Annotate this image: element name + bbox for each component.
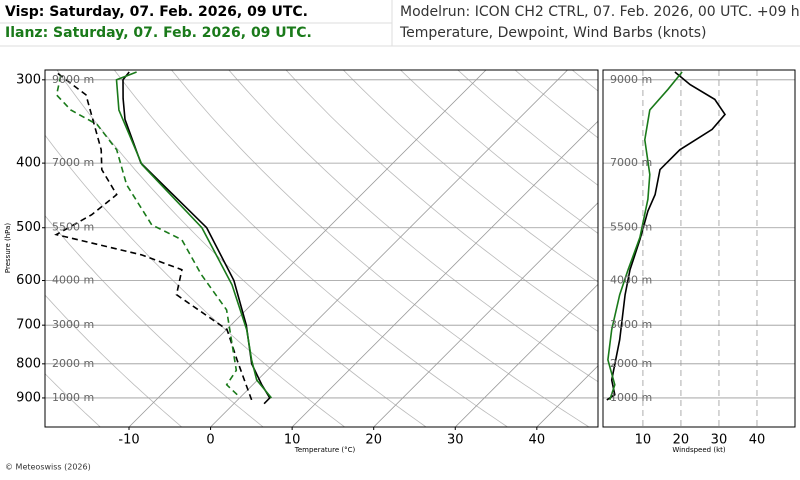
station-title: Ilanz: Saturday, 07. Feb. 2026, 09 UTC. bbox=[5, 25, 312, 41]
y-tick-label: 300 bbox=[16, 72, 41, 87]
height-label: 3000 m bbox=[610, 318, 652, 331]
height-label: 5500 m bbox=[610, 221, 652, 234]
wind-plot bbox=[603, 70, 795, 427]
height-label: 2000 m bbox=[52, 357, 94, 370]
dewpoint-line bbox=[55, 71, 238, 396]
y-tick-label: 500 bbox=[16, 220, 41, 235]
y-tick-label: 400 bbox=[16, 156, 41, 171]
x-tick-label: 20 bbox=[365, 433, 382, 448]
dewpoint-line bbox=[54, 71, 253, 401]
isotherm bbox=[536, 365, 598, 427]
x-tick-label: 40 bbox=[749, 433, 766, 448]
x-tick-label: 40 bbox=[529, 433, 546, 448]
skewt-plot bbox=[45, 70, 598, 427]
subtitle: Temperature, Dewpoint, Wind Barbs (knots… bbox=[399, 25, 707, 41]
y-axis-label: Pressure (hPa) bbox=[4, 223, 12, 273]
y-tick-label: 600 bbox=[16, 273, 41, 288]
plot-frame bbox=[602, 69, 796, 428]
height-label: 5500 m bbox=[52, 221, 94, 234]
dry-adiabat bbox=[45, 215, 264, 427]
x-tick-label: 10 bbox=[284, 433, 301, 448]
x-tick-label: -10 bbox=[118, 433, 139, 448]
plot-frame bbox=[44, 69, 599, 428]
height-label: 7000 m bbox=[52, 156, 94, 169]
height-label: 9000 m bbox=[52, 73, 94, 86]
wind-speed-line bbox=[606, 71, 727, 401]
isotherm bbox=[128, 70, 487, 427]
y-tick-label: 700 bbox=[16, 318, 41, 333]
dry-adiabat bbox=[45, 294, 183, 427]
height-label: 1000 m bbox=[610, 391, 652, 404]
dry-adiabat bbox=[45, 373, 101, 427]
isotherm bbox=[373, 202, 598, 427]
y-tick-label: 900 bbox=[16, 390, 41, 405]
height-label: 1000 m bbox=[52, 391, 94, 404]
height-label: 2000 m bbox=[610, 357, 652, 370]
height-label: 4000 m bbox=[52, 274, 94, 287]
isotherm bbox=[210, 70, 568, 427]
model-run: Modelrun: ICON CH2 CTRL, 07. Feb. 2026, … bbox=[400, 4, 800, 20]
x-tick-label: 0 bbox=[206, 433, 214, 448]
x-tick-label: 30 bbox=[711, 433, 728, 448]
isotherm bbox=[291, 120, 598, 427]
height-label: 9000 m bbox=[610, 73, 652, 86]
x-tick-label: 10 bbox=[635, 433, 652, 448]
footer: © Meteoswiss (2026) bbox=[5, 463, 91, 472]
x-axis-label: Windspeed (kt) bbox=[672, 446, 725, 454]
isotherm bbox=[454, 283, 598, 427]
height-label: 3000 m bbox=[52, 318, 94, 331]
x-tick-label: 30 bbox=[447, 433, 464, 448]
height-label: 7000 m bbox=[610, 156, 652, 169]
y-tick-label: 800 bbox=[16, 356, 41, 371]
x-axis-label: Temperature (°C) bbox=[294, 446, 356, 454]
wind-speed-line bbox=[607, 71, 683, 401]
x-tick-label: 20 bbox=[673, 433, 690, 448]
station-title: Visp: Saturday, 07. Feb. 2026, 09 UTC. bbox=[5, 4, 308, 20]
temperature-line bbox=[115, 71, 273, 399]
height-label: 4000 m bbox=[610, 274, 652, 287]
